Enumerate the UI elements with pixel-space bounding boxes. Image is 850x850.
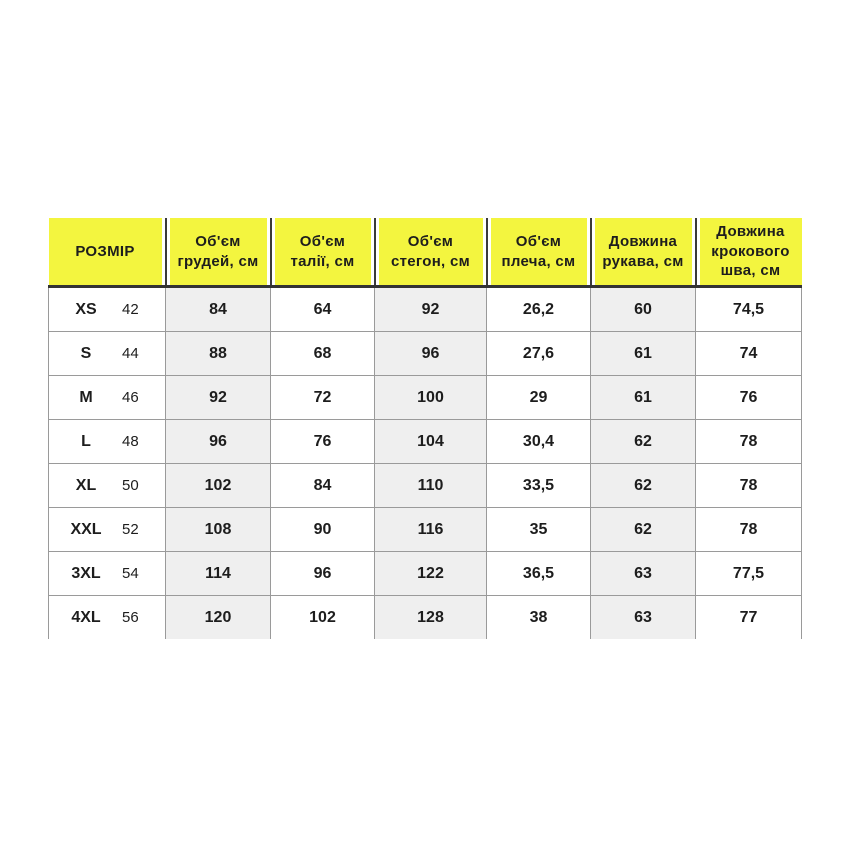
- column-header-hips-label: Об'єм стегон, см: [378, 218, 483, 285]
- table-cell: 120: [165, 595, 271, 639]
- table-cell: 27,6: [486, 331, 591, 376]
- size-code: 4XL: [71, 608, 101, 626]
- table-row-xxl: XXL 52 108 90 116 35 62 78: [48, 507, 802, 552]
- column-header-size-label: РОЗМІР: [48, 218, 162, 285]
- table-cell: 36,5: [486, 551, 591, 596]
- size-chart-table: РОЗМІР Об'єм грудей, см Об'єм талії, см …: [48, 218, 802, 639]
- table-row-4xl: 4XL 56 120 102 128 38 63 77: [48, 595, 802, 639]
- table-cell: 26,2: [486, 286, 591, 332]
- table-cell: 29: [486, 375, 591, 420]
- column-header-sleeve: Довжина рукава, см: [589, 218, 696, 288]
- table-row-s: S 44 88 68 96 27,6 61 74: [48, 331, 802, 376]
- table-cell: 114: [165, 551, 271, 596]
- column-header-waist-label: Об'єм талії, см: [274, 218, 371, 285]
- table-cell: 92: [165, 375, 271, 420]
- table-cell: 77: [695, 595, 802, 639]
- table-cell: 116: [374, 507, 487, 552]
- table-cell: 96: [270, 551, 375, 596]
- size-cell: 3XL 54: [48, 551, 166, 596]
- size-code: XL: [75, 476, 97, 494]
- table-cell: 38: [486, 595, 591, 639]
- table-cell: 35: [486, 507, 591, 552]
- table-row-xl: XL 50 102 84 110 33,5 62 78: [48, 463, 802, 508]
- table-body: XS 42 84 64 92 26,2 60 74,5 S 44 88 68 96 …: [48, 286, 802, 639]
- header-row: РОЗМІР Об'єм грудей, см Об'єм талії, см …: [48, 218, 802, 288]
- column-header-shoulder: Об'єм плеча, см: [485, 218, 591, 288]
- size-code: M: [79, 388, 93, 406]
- size-number: 52: [122, 521, 139, 538]
- table-cell: 78: [695, 463, 802, 508]
- table-cell: 61: [590, 375, 696, 420]
- table-cell: 100: [374, 375, 487, 420]
- table-cell: 30,4: [486, 419, 591, 464]
- size-code: XXL: [70, 520, 102, 538]
- size-number: 46: [122, 389, 139, 406]
- size-code: L: [81, 432, 91, 450]
- column-header-size: РОЗМІР: [48, 218, 166, 288]
- table-cell: 63: [590, 551, 696, 596]
- table-cell: 128: [374, 595, 487, 639]
- table-cell: 102: [165, 463, 271, 508]
- table-cell: 76: [270, 419, 375, 464]
- size-cell: L 48: [48, 419, 166, 464]
- table-cell: 122: [374, 551, 487, 596]
- column-header-hips: Об'єм стегон, см: [373, 218, 487, 288]
- size-code: XS: [75, 300, 97, 318]
- table-cell: 92: [374, 286, 487, 332]
- table-cell: 108: [165, 507, 271, 552]
- size-number: 50: [122, 477, 139, 494]
- table-cell: 96: [374, 331, 487, 376]
- table-cell: 60: [590, 286, 696, 332]
- table-row-xs: XS 42 84 64 92 26,2 60 74,5: [48, 286, 802, 332]
- size-code: S: [80, 344, 92, 362]
- size-number: 56: [122, 609, 139, 626]
- table-cell: 63: [590, 595, 696, 639]
- column-header-chest: Об'єм грудей, см: [164, 218, 271, 288]
- table-cell: 110: [374, 463, 487, 508]
- size-cell: XL 50: [48, 463, 166, 508]
- size-number: 44: [122, 345, 139, 362]
- table-cell: 61: [590, 331, 696, 376]
- table-cell: 104: [374, 419, 487, 464]
- table-cell: 96: [165, 419, 271, 464]
- table-cell: 74,5: [695, 286, 802, 332]
- table-cell: 74: [695, 331, 802, 376]
- table-cell: 62: [590, 463, 696, 508]
- column-header-chest-label: Об'єм грудей, см: [169, 218, 267, 285]
- column-header-waist: Об'єм талії, см: [269, 218, 375, 288]
- size-cell: 4XL 56: [48, 595, 166, 639]
- table-cell: 72: [270, 375, 375, 420]
- column-header-inseam: Довжина крокового шва, см: [694, 218, 802, 288]
- table-cell: 77,5: [695, 551, 802, 596]
- table-cell: 78: [695, 507, 802, 552]
- table-cell: 84: [165, 286, 271, 332]
- size-code: 3XL: [71, 564, 101, 582]
- table-row-l: L 48 96 76 104 30,4 62 78: [48, 419, 802, 464]
- size-number: 42: [122, 301, 139, 318]
- table-cell: 78: [695, 419, 802, 464]
- size-cell: M 46: [48, 375, 166, 420]
- size-number: 54: [122, 565, 139, 582]
- table-cell: 88: [165, 331, 271, 376]
- table-cell: 76: [695, 375, 802, 420]
- column-header-sleeve-label: Довжина рукава, см: [594, 218, 692, 285]
- table-cell: 68: [270, 331, 375, 376]
- size-cell: XXL 52: [48, 507, 166, 552]
- table-header: РОЗМІР Об'єм грудей, см Об'єм талії, см …: [48, 218, 802, 288]
- table-cell: 102: [270, 595, 375, 639]
- table-cell: 62: [590, 507, 696, 552]
- size-cell: S 44: [48, 331, 166, 376]
- table-row-m: M 46 92 72 100 29 61 76: [48, 375, 802, 420]
- column-header-inseam-label: Довжина крокового шва, см: [699, 218, 802, 285]
- table-cell: 62: [590, 419, 696, 464]
- size-number: 48: [122, 433, 139, 450]
- column-header-shoulder-label: Об'єм плеча, см: [490, 218, 587, 285]
- table-cell: 84: [270, 463, 375, 508]
- size-cell: XS 42: [48, 286, 166, 332]
- table-row-3xl: 3XL 54 114 96 122 36,5 63 77,5: [48, 551, 802, 596]
- table-cell: 33,5: [486, 463, 591, 508]
- table-cell: 90: [270, 507, 375, 552]
- table-cell: 64: [270, 286, 375, 332]
